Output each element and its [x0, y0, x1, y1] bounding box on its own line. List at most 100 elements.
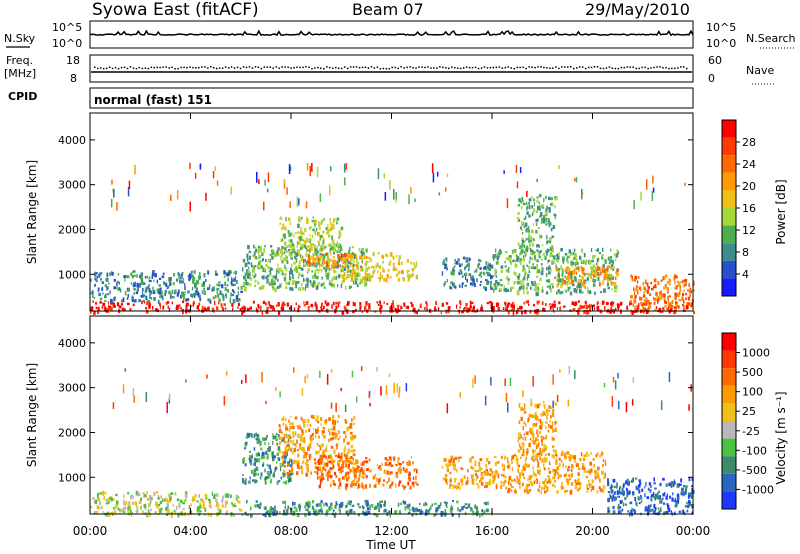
- velocity-cell-8-39: [607, 506, 610, 511]
- power-cell-1-314: [133, 270, 136, 273]
- power-cbar-seg-6: [722, 225, 736, 244]
- power-cell-0-444: [677, 305, 680, 309]
- velocity-cell-0-153: [112, 507, 115, 510]
- velocity-cell-7-102: [544, 445, 548, 449]
- velocity-cell-4-169: [299, 505, 302, 508]
- velocity-cell-1-18: [283, 459, 287, 464]
- velocity-cell-4-128: [326, 509, 329, 513]
- velocity-cell-2-56: [310, 471, 312, 475]
- velocity-cell-8-209: [668, 508, 671, 513]
- power-cell-1-188: [106, 272, 108, 277]
- power-cell-7-22: [505, 257, 509, 260]
- power-cell-5-11: [375, 264, 377, 269]
- power-cell-0-432: [612, 301, 615, 304]
- power-cell-10-148: [636, 280, 639, 284]
- velocity-cell-6-164: [556, 466, 560, 471]
- power-cell-0-329: [435, 301, 437, 305]
- power-speck-10: [503, 170, 505, 174]
- power-cell-3-19: [293, 234, 295, 238]
- velocity-cell-4-97: [307, 509, 309, 513]
- velocity-cell-0-116: [184, 491, 188, 496]
- velocity-cell-6-176: [553, 454, 555, 459]
- power-cell-7-287: [529, 256, 531, 260]
- power-cell-2-392: [361, 253, 363, 257]
- velocity-cell-3-5: [386, 481, 388, 484]
- power-cell-2-155: [341, 280, 344, 285]
- power-cell-1-245: [181, 272, 184, 275]
- velocity-speck-40: [523, 403, 526, 411]
- velocity-cell-1-125: [247, 435, 250, 438]
- power-cell-1-267: [235, 270, 237, 275]
- power-cell-3-145: [309, 234, 311, 237]
- velocity-cell-3-106: [365, 457, 368, 460]
- velocity-cell-7-100: [536, 443, 540, 448]
- velocity-cell-2-228: [306, 464, 308, 468]
- velocity-cell-4-157: [442, 510, 444, 516]
- power-cell-0-334: [379, 307, 382, 312]
- velocity-cell-0-22: [164, 497, 166, 501]
- power-cell-8-109: [525, 228, 527, 233]
- velocity-cell-4-41: [483, 502, 486, 505]
- velocity-cell-4-9: [440, 512, 444, 517]
- velocity-cell-0-20: [234, 505, 237, 508]
- power-cell-7-180: [493, 255, 496, 258]
- power-cell-8-2: [529, 247, 532, 253]
- velocity-cell-6-2: [589, 461, 592, 466]
- velocity-cell-0-222: [110, 512, 113, 515]
- velocity-cell-2-139: [282, 422, 284, 426]
- velocity-cell-6-245: [535, 480, 537, 483]
- power-cell-8-19: [549, 239, 552, 244]
- power-cell-7-221: [556, 291, 558, 295]
- power-cell-6-68: [465, 275, 467, 281]
- power-cell-7-397: [547, 259, 550, 263]
- velocity-cell-2-181: [316, 442, 319, 446]
- velocity-cell-1-143: [273, 471, 275, 474]
- power-cell-7-333: [504, 265, 507, 268]
- power-cell-2-133: [301, 287, 305, 291]
- power-cell-1-280: [231, 289, 234, 292]
- velocity-cell-4-25: [349, 508, 353, 514]
- velocity-cell-7-60: [549, 420, 551, 423]
- power-cell-4-36: [308, 261, 311, 264]
- velocity-cell-6-211: [536, 459, 539, 462]
- nave-dot-80: [332, 67, 334, 70]
- power-cell-3-231: [288, 232, 292, 237]
- velocity-cell-1-160: [276, 442, 279, 446]
- power-cell-3-106: [329, 217, 331, 221]
- velocity-cell-1-164: [288, 461, 290, 466]
- power-cell-3-182: [289, 254, 293, 258]
- power-cell-2-52: [313, 253, 316, 256]
- velocity-cell-1-171: [255, 480, 258, 483]
- power-cell-0-312: [405, 305, 407, 309]
- velocity-cell-1-86: [262, 455, 266, 459]
- nave-dot-98: [385, 67, 388, 70]
- power-cell-8-112: [545, 214, 547, 217]
- nave-dot-162: [576, 67, 578, 69]
- velocity-cell-8-194: [658, 495, 662, 500]
- power-cell-3-114: [317, 240, 320, 244]
- velocity-cell-0-221: [127, 509, 130, 513]
- velocity-cell-0-160: [153, 491, 156, 494]
- nave-dot-101: [394, 66, 396, 69]
- power-speck-63: [199, 163, 202, 169]
- power-cell-0-430: [504, 301, 507, 305]
- power-cell-5-68: [373, 265, 375, 270]
- power-cell-7-284: [590, 266, 593, 270]
- nave-dot-143: [519, 66, 521, 69]
- power-cell-1-259: [172, 296, 175, 299]
- velocity-cell-2-73: [348, 426, 352, 429]
- velocity-cell-8-4: [627, 510, 630, 513]
- velocity-cell-1-115: [290, 471, 293, 476]
- nave-dot-87: [352, 66, 355, 68]
- velocity-cell-5-56: [483, 470, 486, 473]
- power-cell-10-26: [689, 293, 691, 298]
- power-cell-2-107: [274, 287, 277, 293]
- power-cell-0-160: [465, 307, 469, 310]
- velocity-cell-7-95: [527, 417, 530, 421]
- power-cell-4-10: [314, 257, 317, 262]
- freq-tick-top: 18: [66, 54, 80, 67]
- power-cell-1-85: [234, 276, 237, 280]
- nave-dot-67: [293, 67, 295, 69]
- power-speck-77: [651, 191, 654, 201]
- velocity-cell-8-53: [621, 487, 624, 492]
